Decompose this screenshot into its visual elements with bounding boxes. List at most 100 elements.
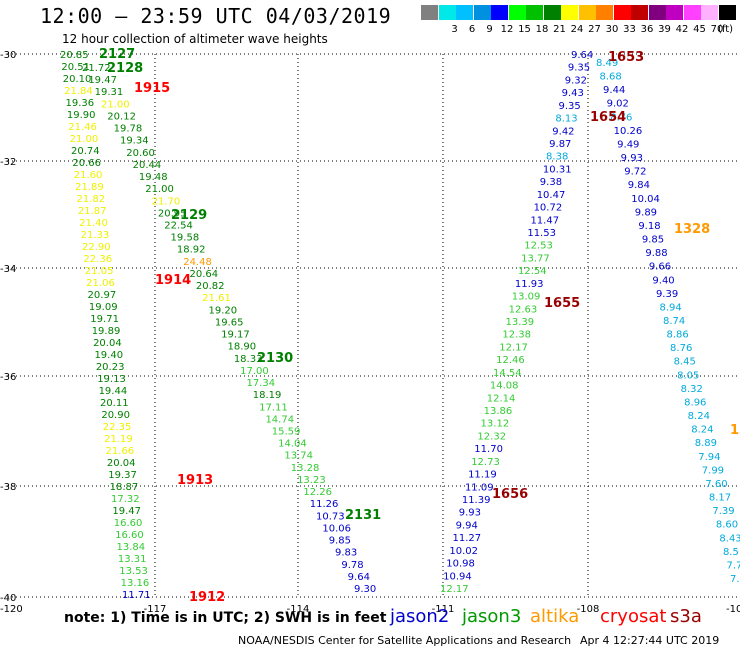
swh-value: 24.48	[183, 257, 212, 268]
swh-value: 21.00	[101, 99, 130, 110]
swh-value: 9.72	[624, 167, 646, 178]
swh-value: 10.04	[631, 194, 660, 205]
legend-tick-label: 45	[693, 24, 706, 35]
legend-tick-label: 18	[535, 24, 549, 35]
swh-value: 8.86	[667, 330, 689, 341]
legend-tick-label: 30	[605, 24, 619, 35]
pass-time-label: 1912	[189, 590, 225, 605]
swh-value: 19.71	[90, 314, 119, 325]
swh-value: 10.06	[322, 523, 351, 534]
swh-value: 18.90	[227, 342, 256, 353]
swh-value: 9.78	[341, 560, 363, 571]
swh-value: 7.99	[702, 465, 724, 476]
pass-time-label: 1654	[590, 110, 626, 125]
swh-value: 9.64	[348, 572, 370, 583]
swh-value: 19.90	[67, 110, 96, 121]
swh-value: 12.73	[471, 457, 500, 468]
swh-value: 8.43	[719, 533, 740, 544]
pass-time-label: 1656	[492, 487, 528, 502]
swh-value: 8.60	[716, 520, 738, 531]
swh-value: 19.48	[139, 172, 168, 183]
swh-value: 16.60	[115, 530, 144, 541]
swh-value: 9.43	[562, 88, 584, 99]
swh-value: 13.39	[506, 317, 535, 328]
swh-value: 12.26	[303, 487, 332, 498]
swh-value: 21.00	[145, 184, 174, 195]
swh-value: 9.44	[603, 85, 625, 96]
swh-value: 7.94	[698, 452, 720, 463]
swh-value: 13.28	[291, 463, 320, 474]
swh-value: 8.24	[691, 425, 713, 436]
latitude-label: -30	[0, 50, 16, 61]
swh-value: 20.10	[63, 74, 92, 85]
swh-value: 13.31	[118, 554, 147, 565]
swh-value: 11.26	[310, 499, 339, 510]
swh-value: 9.89	[635, 207, 657, 218]
swh-value: 21.33	[81, 230, 110, 241]
swh-value: 20.95	[158, 208, 187, 219]
swh-value: 8.32	[681, 384, 703, 395]
swh-value: 11.19	[468, 470, 497, 481]
swh-value: 9.94	[456, 520, 478, 531]
swh-value: 9.40	[652, 275, 674, 286]
longitude-label: -114	[287, 604, 310, 615]
swh-value: 9.83	[335, 548, 357, 559]
swh-value: 20.82	[196, 281, 225, 292]
swh-value: 12.17	[499, 342, 528, 353]
legend-color-swatch	[718, 5, 737, 20]
swh-value: 9.02	[607, 99, 629, 110]
legend-tick-label: 36	[640, 24, 654, 35]
swh-value: 8.74	[663, 316, 685, 327]
swh-value: 20.85	[60, 50, 89, 61]
swh-value: 18.33	[234, 354, 263, 365]
swh-value: 20.11	[100, 398, 129, 409]
swh-value: 20.23	[96, 362, 125, 373]
corner-longitude-label: -120	[0, 604, 23, 615]
swh-value: 13.74	[284, 451, 313, 462]
swh-value: 12.32	[477, 431, 506, 442]
swh-value: 19.44	[99, 386, 128, 397]
swh-value: 19.47	[88, 75, 117, 86]
swh-value: 19.78	[114, 124, 143, 135]
swh-value: 21.89	[75, 182, 104, 193]
swh-value: 13.12	[481, 419, 510, 430]
swh-value: 8.94	[659, 302, 681, 313]
map-subtitle: 12 hour collection of altimeter wave hei…	[62, 32, 328, 46]
swh-value: 13.16	[121, 578, 150, 589]
swh-value: 9.18	[638, 221, 660, 232]
swh-value: 11.27	[452, 533, 481, 544]
pass-time-label: 1655	[544, 296, 580, 311]
swh-value: 21.87	[78, 206, 107, 217]
swh-value: 8.76	[670, 343, 692, 354]
swh-value: 19.37	[108, 470, 137, 481]
swh-value: 12.46	[496, 355, 525, 366]
swh-value: 10.73	[316, 511, 345, 522]
swh-value: 21.19	[104, 434, 133, 445]
swh-value: 11.47	[530, 215, 559, 226]
swh-value: 21.05	[85, 266, 114, 277]
swh-value: 10.72	[534, 203, 563, 214]
swh-value: 21.84	[64, 86, 93, 97]
swh-value: 9.35	[568, 63, 590, 74]
swh-value: 20.90	[101, 410, 130, 421]
swh-value: 9.39	[656, 289, 678, 300]
swh-value: 13.23	[297, 475, 326, 486]
swh-value: 8.05	[677, 370, 699, 381]
swh-value: 13.77	[521, 253, 550, 264]
swh-value: 8.45	[674, 357, 696, 368]
swh-value: 10.47	[537, 190, 566, 201]
longitude-label: -111	[432, 604, 455, 615]
swh-value: 21.06	[86, 278, 115, 289]
swh-value: 9.93	[621, 153, 643, 164]
swh-value: 21.61	[202, 293, 231, 304]
satellite-name-altika: altika	[530, 606, 580, 627]
swh-value: 12.38	[502, 330, 531, 341]
swh-value: 20.74	[71, 146, 100, 157]
swh-value: 19.65	[215, 317, 244, 328]
map-title: 12:00 — 23:59 UTC 04/03/2019	[40, 4, 392, 28]
swh-value: 19.09	[89, 302, 118, 313]
pass-time-label: 2130	[257, 351, 293, 366]
swh-value: 19.40	[94, 350, 123, 361]
latitude-label: -34	[0, 264, 16, 275]
